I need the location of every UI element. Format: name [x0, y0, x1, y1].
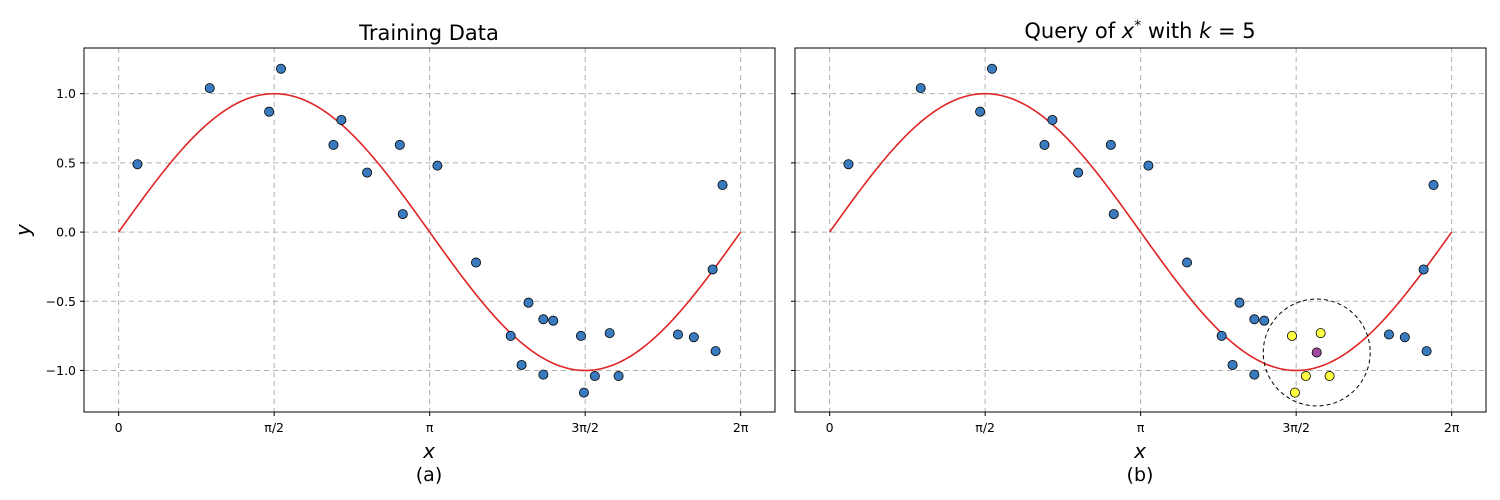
- neighbor-point-4: [1324, 371, 1335, 382]
- data-point-4: [1039, 139, 1050, 150]
- data-point-6: [362, 167, 373, 178]
- data-point-19: [589, 371, 600, 382]
- panel-a-points: [132, 63, 728, 398]
- data-point-23: [688, 332, 699, 343]
- y-tick-label-1: −0.5: [46, 294, 76, 309]
- panel-b-title-var: x: [1121, 19, 1135, 43]
- x-tick-label-2: π: [426, 420, 434, 435]
- panel-b-xlabel: x: [1133, 439, 1146, 463]
- data-point-12: [1227, 359, 1238, 370]
- y-tick-label-2: 0.0: [56, 225, 76, 240]
- panel-b-title-prefix: Query of: [1024, 19, 1121, 43]
- panel-a-subfigure-label: (a): [416, 464, 442, 486]
- x-tick-label-3: 3π/2: [1282, 420, 1310, 435]
- neighbor-point-1: [1289, 387, 1300, 398]
- data-point-19: [1418, 264, 1429, 275]
- data-point-2: [975, 106, 986, 117]
- data-point-6: [1073, 167, 1084, 178]
- y-tick-label-4: 1.0: [56, 86, 76, 101]
- data-point-1: [915, 83, 926, 94]
- data-point-14: [1249, 369, 1260, 380]
- panel-a-grid: [84, 48, 775, 412]
- panel-a-xlabel: x: [422, 439, 435, 463]
- data-point-7: [1105, 139, 1116, 150]
- panel-a-training-data: Training Data 0 π/2 π 3π/2 2π −1.0 −0.5 0.0 0.5 1…: [11, 21, 776, 486]
- data-point-15: [1249, 314, 1260, 325]
- data-point-21: [613, 371, 624, 382]
- data-point-9: [432, 160, 443, 171]
- x-tick-label-1: π/2: [264, 420, 284, 435]
- data-point-16: [1259, 315, 1270, 326]
- data-point-1: [204, 83, 215, 94]
- panel-b-query: Query of x* with k = 5 0 π/2 π 3π/2 2π x (b): [791, 18, 1487, 486]
- data-point-8: [397, 209, 408, 220]
- panel-b-ticks: 0 π/2 π 3π/2 2π: [791, 93, 1460, 435]
- x-tick-label-4: 2π: [733, 420, 749, 435]
- data-point-20: [604, 328, 615, 339]
- data-point-14: [538, 369, 549, 380]
- neighbor-point-2: [1300, 371, 1311, 382]
- data-point-15: [538, 314, 549, 325]
- neighbor-point-0: [1286, 330, 1297, 341]
- data-point-2: [264, 106, 275, 117]
- panel-b-query-point-group: [1311, 347, 1322, 358]
- data-point-17: [1383, 329, 1394, 340]
- panel-a-title: Training Data: [358, 21, 499, 45]
- data-point-0: [843, 159, 854, 170]
- panel-b-neighbors: [1286, 328, 1335, 398]
- data-point-4: [328, 139, 339, 150]
- panel-a-ticks: 0 π/2 π 3π/2 2π −1.0 −0.5 0.0 0.5 1.0: [46, 86, 749, 435]
- data-point-7: [394, 139, 405, 150]
- data-point-22: [672, 329, 683, 340]
- data-point-26: [717, 180, 728, 191]
- neighbor-point-3: [1315, 328, 1326, 339]
- data-point-5: [336, 114, 347, 125]
- panel-b-title-eq: = 5: [1211, 19, 1255, 43]
- data-point-25: [710, 346, 721, 357]
- x-tick-label-3: 3π/2: [571, 420, 599, 435]
- data-point-20: [1421, 346, 1432, 357]
- panel-b-title-sup: *: [1134, 18, 1141, 34]
- data-point-9: [1143, 160, 1154, 171]
- data-point-10: [471, 257, 482, 268]
- panel-a-ylabel: y: [11, 223, 35, 237]
- data-point-21: [1428, 180, 1439, 191]
- data-point-11: [505, 330, 516, 341]
- query-point: [1311, 347, 1322, 358]
- panel-b-subfigure-label: (b): [1127, 464, 1154, 486]
- x-tick-label-2: π: [1137, 420, 1145, 435]
- data-point-18: [578, 387, 589, 398]
- data-point-24: [707, 264, 718, 275]
- data-point-13: [523, 297, 534, 308]
- data-point-8: [1108, 209, 1119, 220]
- data-point-12: [516, 359, 527, 370]
- panel-a-sine-curve: [117, 92, 742, 372]
- panel-b-points: [843, 63, 1439, 380]
- panel-b-title-mid: with: [1141, 19, 1199, 43]
- data-point-0: [132, 159, 143, 170]
- y-tick-label-3: 0.5: [56, 155, 76, 170]
- x-tick-label-4: 2π: [1444, 420, 1460, 435]
- data-point-10: [1182, 257, 1193, 268]
- y-tick-label-0: −1.0: [46, 363, 76, 378]
- panel-b-neighborhood-circle: [1262, 298, 1371, 407]
- x-tick-label-0: 0: [115, 420, 123, 435]
- panel-b-sine-curve: [828, 92, 1453, 372]
- data-point-5: [1047, 114, 1058, 125]
- x-tick-label-1: π/2: [975, 420, 995, 435]
- data-point-18: [1399, 332, 1410, 343]
- data-point-3: [276, 63, 287, 74]
- data-point-3: [987, 63, 998, 74]
- panel-b-title-k: k: [1199, 19, 1212, 43]
- x-tick-label-0: 0: [826, 420, 834, 435]
- data-point-11: [1216, 330, 1227, 341]
- panel-b-title: Query of x* with k = 5: [1024, 18, 1255, 43]
- data-point-17: [575, 330, 586, 341]
- data-point-13: [1234, 297, 1245, 308]
- data-point-16: [548, 315, 559, 326]
- panel-b-grid: [795, 48, 1486, 412]
